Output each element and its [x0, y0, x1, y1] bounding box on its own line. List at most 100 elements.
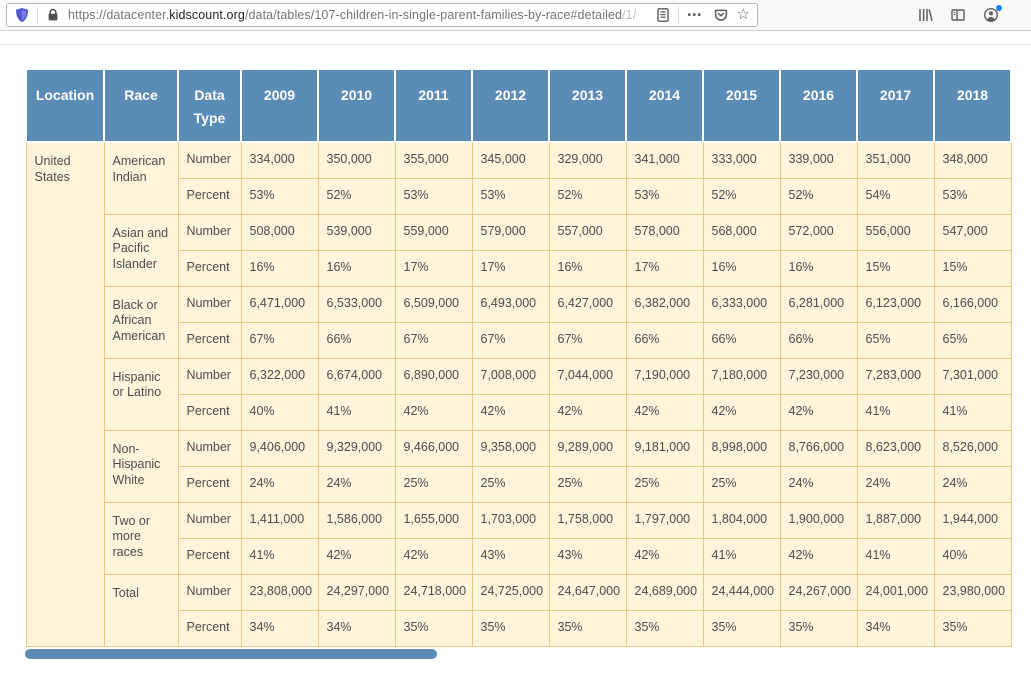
bookmark-star-icon[interactable]: ☆	[736, 6, 750, 23]
url-path: /data/tables/107-children-in-single-pare…	[244, 8, 623, 22]
race-cell: Non-Hispanic White	[103, 429, 179, 503]
value-cell: 40%	[240, 393, 319, 431]
value-cell: 40%	[933, 537, 1012, 575]
library-icon[interactable]	[917, 7, 933, 23]
notification-dot	[996, 5, 1002, 11]
pocket-icon[interactable]	[713, 7, 729, 23]
value-cell: 42%	[625, 393, 704, 431]
shield-icon[interactable]	[14, 7, 30, 23]
urlbar-separator	[37, 7, 38, 23]
value-cell: 7,283,000	[856, 357, 935, 395]
data-type-cell: Percent	[177, 393, 242, 431]
value-cell: 24%	[779, 465, 858, 503]
table-horizontal-scrollbar-thumb[interactable]	[25, 648, 437, 659]
table-row-number: Non-Hispanic White Number 9,406,000 9,329,0…	[26, 429, 1012, 503]
table-row-percent: Percent 24% 24% 25% 25% 25% 25% 25% 24% 24% 24%	[26, 465, 1012, 503]
value-cell: 42%	[702, 393, 781, 431]
url-bar[interactable]: https://datacenter.kidscount.org/data/ta…	[6, 3, 758, 27]
value-cell: 329,000	[548, 141, 627, 179]
toolbar-right-icons	[917, 5, 1002, 23]
value-cell: 16%	[548, 249, 627, 287]
value-cell: 6,166,000	[933, 285, 1012, 323]
value-cell: 1,900,000	[779, 501, 858, 539]
race-cell: Black or African American	[103, 285, 179, 359]
value-cell: 1,804,000	[702, 501, 781, 539]
url-text[interactable]: https://datacenter.kidscount.org/data/ta…	[68, 8, 655, 22]
value-cell: 65%	[933, 321, 1012, 359]
value-cell: 41%	[856, 537, 935, 575]
value-cell: 42%	[317, 537, 396, 575]
account-icon[interactable]	[983, 5, 1002, 23]
value-cell: 53%	[933, 177, 1012, 215]
value-cell: 6,427,000	[548, 285, 627, 323]
value-cell: 1,944,000	[933, 501, 1012, 539]
table-row-number: Total Number 23,808,000 24,297,000 24,718,00…	[26, 573, 1012, 647]
value-cell: 65%	[856, 321, 935, 359]
value-cell: 7,044,000	[548, 357, 627, 395]
value-cell: 355,000	[394, 141, 473, 179]
value-cell: 15%	[933, 249, 1012, 287]
value-cell: 24,718,000	[394, 573, 473, 611]
value-cell: 6,322,000	[240, 357, 319, 395]
table-row-number: Black or African American Number 6,471,000…	[26, 285, 1012, 359]
value-cell: 6,123,000	[856, 285, 935, 323]
reader-view-icon[interactable]	[655, 7, 671, 23]
value-cell: 351,000	[856, 141, 935, 179]
single-parent-families-by-race-table: Location Race Data Type 2009 2010 2011 2012 201…	[25, 68, 1012, 647]
value-cell: 41%	[702, 537, 781, 575]
value-cell: 16%	[317, 249, 396, 287]
value-cell: 1,703,000	[471, 501, 550, 539]
value-cell: 1,411,000	[240, 501, 319, 539]
lock-icon[interactable]	[45, 7, 61, 23]
browser-toolbar: https://datacenter.kidscount.org/data/ta…	[0, 0, 1031, 31]
value-cell: 16%	[779, 249, 858, 287]
value-cell: 41%	[240, 537, 319, 575]
value-cell: 43%	[548, 537, 627, 575]
url-scheme: https://datacenter.	[68, 8, 170, 22]
column-header-2012: 2012	[471, 68, 550, 143]
column-header-2014: 2014	[625, 68, 704, 143]
value-cell: 6,471,000	[240, 285, 319, 323]
table-header-row: Location Race Data Type 2009 2010 2011 2012 201…	[25, 68, 1012, 143]
value-cell: 9,329,000	[317, 429, 396, 467]
data-type-cell: Number	[177, 357, 242, 395]
value-cell: 25%	[471, 465, 550, 503]
value-cell: 348,000	[933, 141, 1012, 179]
value-cell: 23,980,000	[933, 573, 1012, 611]
value-cell: 41%	[317, 393, 396, 431]
value-cell: 52%	[548, 177, 627, 215]
page-actions-icon[interactable]: •••	[687, 9, 703, 21]
value-cell: 42%	[625, 537, 704, 575]
column-header-2017: 2017	[856, 68, 935, 143]
data-table-container: Location Race Data Type 2009 2010 2011 2012 201…	[25, 68, 1031, 647]
value-cell: 43%	[471, 537, 550, 575]
value-cell: 24%	[933, 465, 1012, 503]
sidebar-icon[interactable]	[950, 7, 966, 23]
value-cell: 24,647,000	[548, 573, 627, 611]
value-cell: 341,000	[625, 141, 704, 179]
value-cell: 35%	[625, 609, 704, 647]
data-type-cell: Number	[177, 573, 242, 611]
value-cell: 34%	[317, 609, 396, 647]
data-type-cell: Number	[177, 429, 242, 467]
value-cell: 8,623,000	[856, 429, 935, 467]
value-cell: 24,297,000	[317, 573, 396, 611]
data-type-cell: Percent	[177, 609, 242, 647]
value-cell: 53%	[394, 177, 473, 215]
value-cell: 6,674,000	[317, 357, 396, 395]
value-cell: 579,000	[471, 213, 550, 251]
race-cell: Total	[103, 573, 179, 647]
data-type-cell: Number	[177, 141, 242, 179]
value-cell: 1,586,000	[317, 501, 396, 539]
table-body: United States American Indian Number 334,00…	[25, 141, 1012, 647]
value-cell: 16%	[240, 249, 319, 287]
value-cell: 24%	[240, 465, 319, 503]
value-cell: 508,000	[240, 213, 319, 251]
value-cell: 559,000	[394, 213, 473, 251]
data-type-cell: Percent	[177, 537, 242, 575]
value-cell: 24,267,000	[779, 573, 858, 611]
value-cell: 54%	[856, 177, 935, 215]
value-cell: 15%	[856, 249, 935, 287]
value-cell: 7,230,000	[779, 357, 858, 395]
value-cell: 52%	[779, 177, 858, 215]
